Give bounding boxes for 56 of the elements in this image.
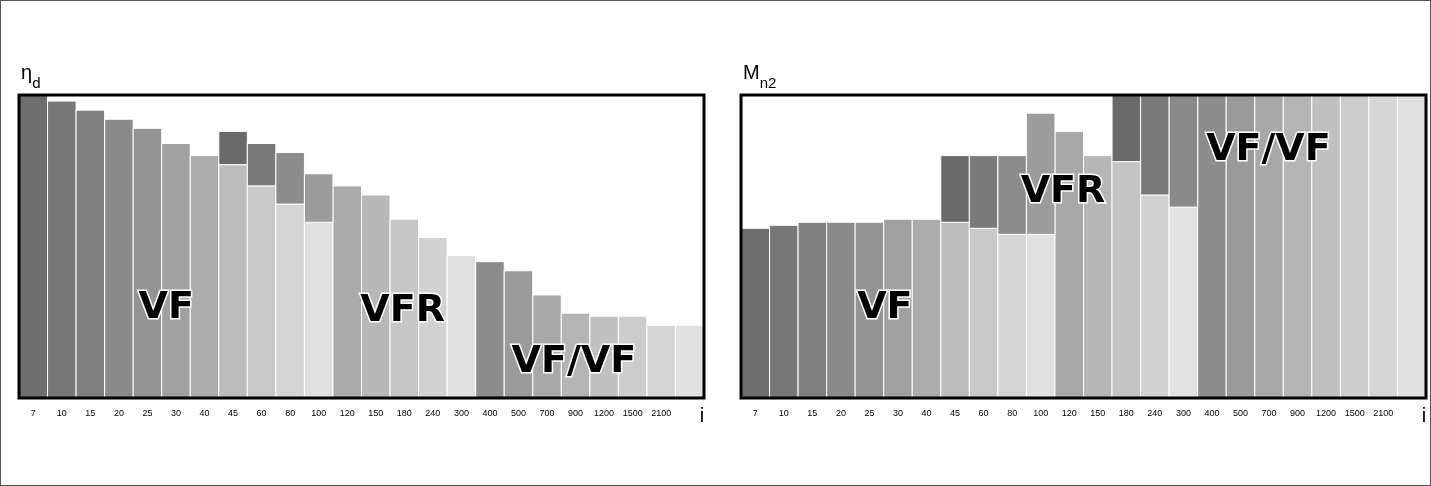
x-tick-label: 150 bbox=[1090, 408, 1106, 418]
x-tick-label: 120 bbox=[1061, 408, 1077, 418]
x-tick-label: 300 bbox=[453, 408, 469, 418]
x-tick-label: 180 bbox=[1118, 408, 1134, 418]
annotation: VFR bbox=[1020, 167, 1106, 212]
x-tick-label: 1200 bbox=[1316, 408, 1337, 418]
x-tick-label: 15 bbox=[85, 408, 96, 418]
annotation: VF/VF bbox=[1206, 125, 1331, 170]
x-tick-label: 240 bbox=[425, 408, 441, 418]
x-tick-label: 7 bbox=[752, 408, 758, 418]
x-axis-title: i bbox=[1421, 404, 1427, 426]
x-tick-label: 60 bbox=[978, 408, 989, 418]
x-axis-title: i bbox=[699, 404, 705, 426]
x-tick-label: 7 bbox=[30, 408, 36, 418]
x-tick-label: 900 bbox=[1290, 408, 1306, 418]
x-tick-label: 300 bbox=[1175, 408, 1191, 418]
x-tick-label: 10 bbox=[56, 408, 67, 418]
x-tick-label: 30 bbox=[892, 408, 903, 418]
x-tick-label: 2100 bbox=[1373, 408, 1394, 418]
annotation: VF bbox=[857, 282, 913, 327]
x-tick-label: 700 bbox=[1261, 408, 1277, 418]
x-tick-label: 100 bbox=[1033, 408, 1049, 418]
x-tick-label: 20 bbox=[113, 408, 124, 418]
x-tick-label: 45 bbox=[228, 408, 239, 418]
x-tick-label: 900 bbox=[568, 408, 584, 418]
x-tick-label: 700 bbox=[539, 408, 555, 418]
x-tick-label: 80 bbox=[1007, 408, 1018, 418]
x-tick-label: 25 bbox=[142, 408, 153, 418]
x-tick-label: 30 bbox=[170, 408, 181, 418]
x-tick-label: 60 bbox=[256, 408, 267, 418]
x-tick-label: 40 bbox=[199, 408, 210, 418]
x-tick-label: 25 bbox=[864, 408, 875, 418]
x-tick-label: 240 bbox=[1147, 408, 1163, 418]
x-tick-label: 500 bbox=[1232, 408, 1248, 418]
annotation: VFR bbox=[360, 285, 445, 330]
x-tick-label: 120 bbox=[339, 408, 355, 418]
x-tick-label: 1500 bbox=[1344, 408, 1365, 418]
x-tick-label: 1200 bbox=[594, 408, 615, 418]
x-tick-label: 500 bbox=[510, 408, 526, 418]
x-tick-label: 40 bbox=[921, 408, 932, 418]
x-tick-label: 10 bbox=[778, 408, 789, 418]
x-tick-label: 80 bbox=[285, 408, 296, 418]
x-tick-label: 180 bbox=[396, 408, 412, 418]
x-tick-label: 15 bbox=[807, 408, 818, 418]
x-tick-label: 45 bbox=[950, 408, 961, 418]
x-tick-label: 400 bbox=[1204, 408, 1220, 418]
x-tick-label: 100 bbox=[311, 408, 327, 418]
x-tick-label: 1500 bbox=[622, 408, 643, 418]
annotation: VF/VF bbox=[511, 337, 637, 382]
x-tick-label: 400 bbox=[482, 408, 498, 418]
x-tick-label: 20 bbox=[835, 408, 846, 418]
x-tick-label: 2100 bbox=[651, 408, 672, 418]
y-axis-title: M$_{n2}$ bbox=[743, 61, 777, 91]
x-tick-label: 150 bbox=[368, 408, 384, 418]
y-axis-title: η$_{d}$ bbox=[21, 61, 41, 91]
annotation: VF bbox=[138, 282, 194, 327]
